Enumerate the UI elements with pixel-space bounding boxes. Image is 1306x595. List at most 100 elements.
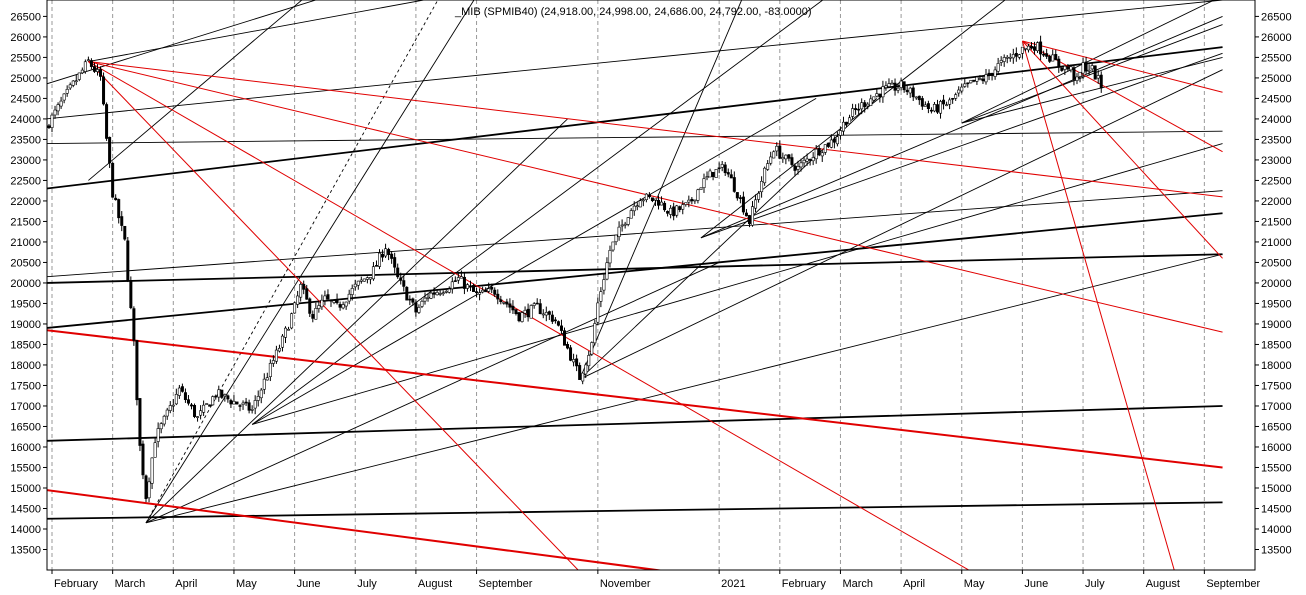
candle-body-139 <box>468 285 472 288</box>
candle-body-282 <box>902 81 906 91</box>
candle-body-63 <box>238 405 242 407</box>
black-trendline-16 <box>251 98 817 425</box>
candle-body-230 <box>744 212 748 217</box>
candle-body-300 <box>957 89 961 94</box>
candle-body-243 <box>784 154 788 160</box>
y-tick-label-left-10: 18500 <box>10 339 41 351</box>
candle-body-150 <box>502 302 506 304</box>
candle-body-244 <box>787 154 791 159</box>
y-tick-label-right-3: 15000 <box>1261 483 1292 495</box>
candle-body-309 <box>984 74 988 83</box>
candle-body-184 <box>605 262 609 280</box>
y-tick-label-right-11: 19000 <box>1261 319 1292 331</box>
y-tick-label-right-23: 25000 <box>1261 73 1292 85</box>
candle-body-159 <box>529 305 533 319</box>
red-trendline-2 <box>88 61 1223 198</box>
candle-body-322 <box>1023 47 1027 50</box>
candle-body-336 <box>1066 66 1070 70</box>
candle-body-192 <box>629 210 633 219</box>
y-tick-label-right-26: 26500 <box>1261 11 1292 23</box>
candle-body-32 <box>144 475 148 499</box>
candle-body-220 <box>714 169 718 178</box>
candle-body-216 <box>702 178 706 188</box>
candle-body-313 <box>996 63 1000 72</box>
candle-body-65 <box>244 401 248 404</box>
candle-body-314 <box>999 60 1003 63</box>
candle-body-223 <box>723 164 727 174</box>
candle-body-180 <box>593 323 597 344</box>
candle-body-347 <box>1099 74 1103 89</box>
candle-body-267 <box>857 108 861 111</box>
candle-body-107 <box>371 266 375 280</box>
candle-body-140 <box>472 285 476 292</box>
black-trendline-1 <box>47 253 1223 284</box>
black-trendline-6 <box>47 190 1223 278</box>
candle-body-163 <box>541 313 545 316</box>
y-tick-label-left-21: 24000 <box>10 114 41 126</box>
candle-body-262 <box>841 121 845 132</box>
black-trendline-11 <box>145 0 475 524</box>
y-tick-label-right-24: 25500 <box>1261 52 1292 64</box>
y-tick-label-left-9: 18000 <box>10 360 41 372</box>
candle-body-67 <box>250 409 254 411</box>
y-tick-label-left-13: 20000 <box>10 278 41 290</box>
x-tick-label-3: May <box>236 578 257 590</box>
candle-body-228 <box>738 197 742 199</box>
candle-body-118 <box>405 286 409 301</box>
y-tick-label-right-4: 15500 <box>1261 462 1292 474</box>
candle-body-64 <box>241 402 245 405</box>
candle-body-84 <box>302 283 306 290</box>
candle-body-326 <box>1036 42 1040 52</box>
x-tick-label-13: May <box>964 578 985 590</box>
candle-body-40 <box>168 405 172 411</box>
candle-body-60 <box>229 400 233 405</box>
x-tick-label-7: September <box>479 578 533 590</box>
candle-body-33 <box>147 481 151 499</box>
black-trendline-18 <box>579 0 743 380</box>
candle-body-22 <box>114 197 118 201</box>
candle-body-295 <box>942 99 946 105</box>
candle-body-318 <box>1011 54 1015 59</box>
candle-body-253 <box>814 148 818 160</box>
candle-body-185 <box>608 250 612 264</box>
y-tick-label-right-19: 23000 <box>1261 155 1292 167</box>
candle-body-270 <box>866 103 870 107</box>
candle-body-269 <box>863 102 867 108</box>
candle-body-208 <box>678 206 682 211</box>
candle-body-286 <box>914 96 918 99</box>
candle-body-120 <box>411 298 415 303</box>
y-tick-label-left-5: 16000 <box>10 442 41 454</box>
candle-body-30 <box>138 398 142 446</box>
y-tick-label-left-15: 21000 <box>10 237 41 249</box>
y-tick-label-left-14: 20500 <box>10 257 41 269</box>
candle-body-271 <box>869 98 873 106</box>
candle-body-91 <box>323 295 327 301</box>
candle-body-110 <box>381 253 385 258</box>
candle-body-264 <box>848 117 852 124</box>
x-tick-label-14: June <box>1024 578 1048 590</box>
candle-body-59 <box>226 395 230 400</box>
candle-body-266 <box>854 108 858 111</box>
candle-body-24 <box>120 216 124 226</box>
candle-body-112 <box>387 249 391 255</box>
candle-body-172 <box>569 347 573 361</box>
x-tick-label-16: August <box>1146 578 1180 590</box>
candle-body-204 <box>666 211 670 214</box>
candle-body-28 <box>132 308 136 341</box>
plot-background <box>47 0 1255 570</box>
candle-body-179 <box>590 342 594 355</box>
candle-body-210 <box>684 202 688 205</box>
candle-body-171 <box>566 343 570 349</box>
red-trendline-4 <box>88 61 579 570</box>
candle-body-153 <box>511 305 515 311</box>
candle-body-346 <box>1096 75 1100 79</box>
candle-body-134 <box>453 280 457 282</box>
candle-body-178 <box>587 355 591 367</box>
candle-body-155 <box>517 312 521 322</box>
y-tick-label-left-6: 16500 <box>10 421 41 433</box>
candle-body-284 <box>908 87 912 94</box>
candle-body-342 <box>1084 61 1088 72</box>
candle-body-327 <box>1039 41 1043 55</box>
x-tick-label-1: March <box>115 578 146 590</box>
y-tick-label-left-16: 21500 <box>10 216 41 228</box>
